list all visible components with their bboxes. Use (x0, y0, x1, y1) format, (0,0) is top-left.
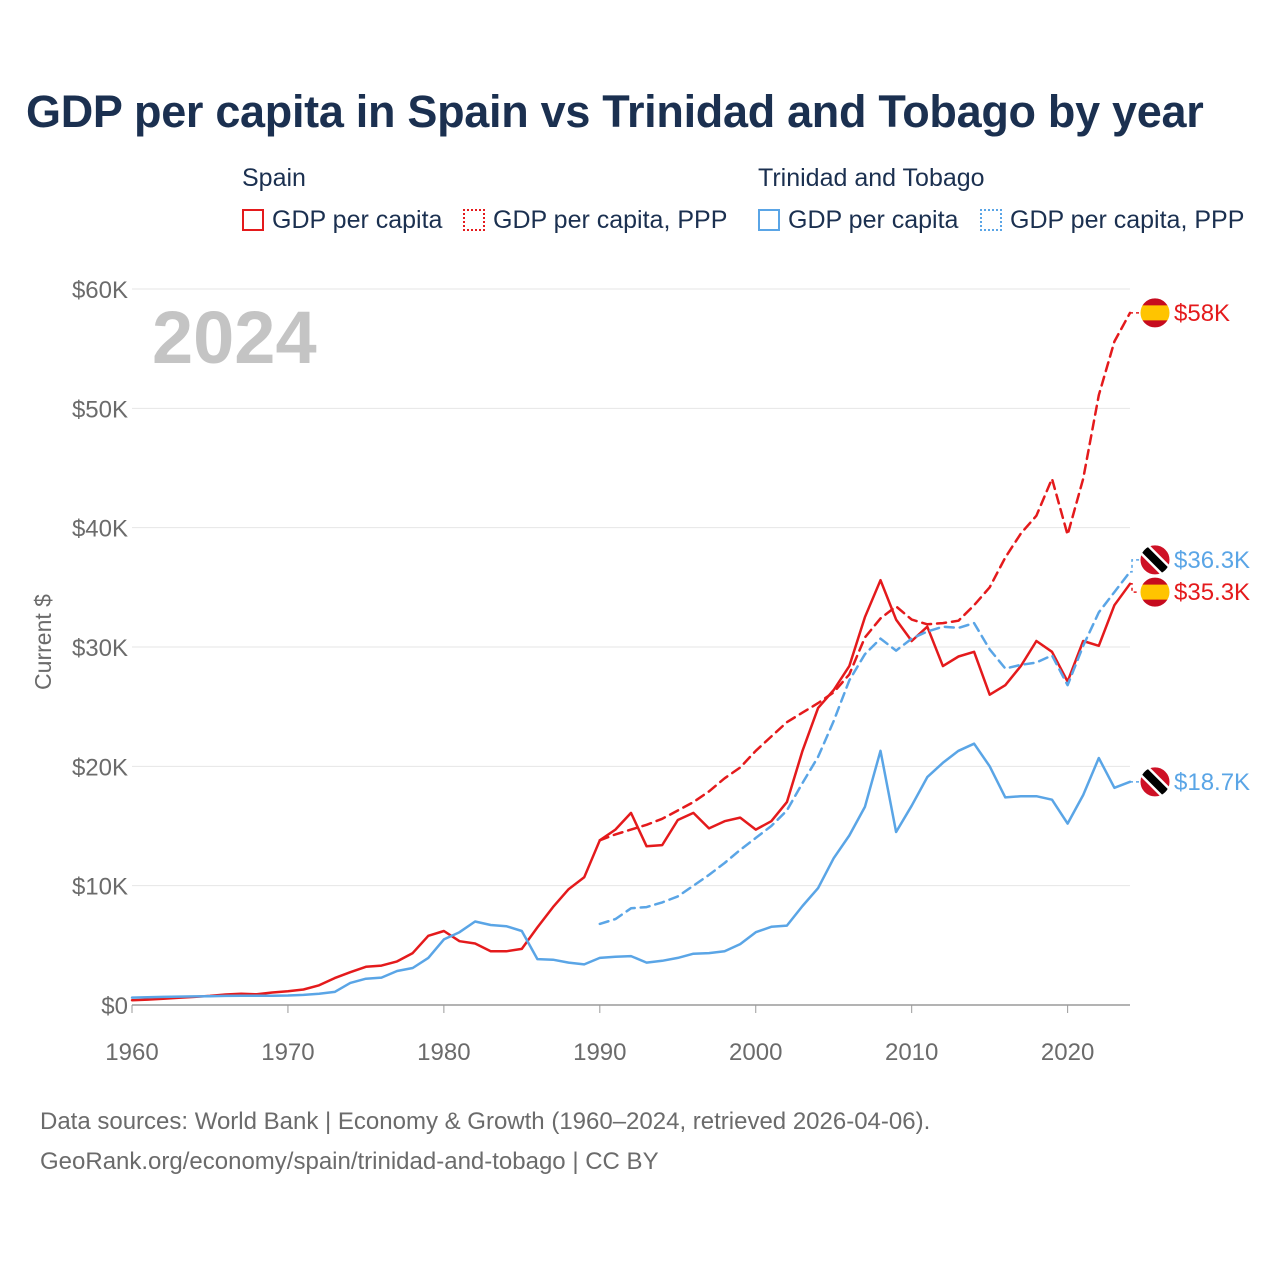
x-tick-label: 1960 (105, 1039, 158, 1066)
end-value-label: $35.3K (1174, 579, 1250, 606)
flag-ring (1139, 297, 1171, 329)
legend-item-spain-gdp[interactable]: GDP per capita (242, 204, 442, 236)
y-tick-label: $30K (72, 635, 128, 662)
legend-label: GDP per capita, PPP (493, 205, 728, 234)
legend-item-tt-ppp[interactable]: GDP per capita, PPP (980, 204, 1244, 236)
end-marker: $58K (1130, 297, 1230, 329)
end-marker: $18.7K (1130, 766, 1250, 798)
y-tick-label: $10K (72, 874, 128, 901)
legend-swatch-solid-icon (758, 209, 780, 231)
end-value-label: $36.3K (1174, 547, 1250, 574)
footer-sources: Data sources: World Bank | Economy & Gro… (40, 1108, 931, 1135)
y-tick-label: $20K (72, 754, 128, 781)
x-tick-label: 1980 (417, 1039, 470, 1066)
x-tick-label: 1970 (261, 1039, 314, 1066)
tt-flag-icon (1140, 766, 1170, 797)
flag-ring (1139, 544, 1171, 576)
y-tick-label: $50K (72, 396, 128, 423)
end-marker: $36.3K (1130, 544, 1250, 576)
flag-ring (1139, 766, 1171, 798)
series-line-spain-gdp-per-capita (130, 578, 1132, 1002)
series-lines (130, 311, 1132, 1002)
spain-flag-icon (1140, 577, 1170, 608)
end-marker-connector (1130, 559, 1140, 573)
legend-group-spain: Spain (242, 164, 306, 192)
legend-swatch-solid-icon (242, 209, 264, 231)
end-markers: $58K $36.3K $35.3K $18.7K (1130, 297, 1250, 798)
series-line-trinidad-and-tobago-gdp-per-capita (130, 742, 1132, 999)
spain-flag-icon (1140, 297, 1170, 328)
year-watermark: 2024 (152, 296, 317, 379)
end-value-label: $58K (1174, 300, 1230, 327)
grid (132, 288, 1130, 1006)
y-axis-label: Current $ (30, 594, 56, 690)
end-marker: $35.3K (1130, 576, 1250, 608)
legend-item-tt-gdp[interactable]: GDP per capita (758, 204, 958, 236)
series-line-spain-gdp-per-capita-ppp (598, 311, 1132, 842)
x-tick-label: 1990 (573, 1039, 626, 1066)
legend-item-spain-ppp[interactable]: GDP per capita, PPP (463, 204, 727, 236)
y-tick-label: $0 (101, 993, 128, 1020)
y-tick-label: $40K (72, 516, 128, 543)
end-marker-connector (1130, 583, 1140, 593)
flag-ring (1139, 576, 1171, 608)
y-axis: $0 $10K $20K $30K $40K $50K $60K (72, 277, 128, 1020)
y-tick-label: $60K (72, 277, 128, 304)
legend-group-trinidad: Trinidad and Tobago (758, 164, 985, 192)
x-axis: 1960 1970 1980 1990 2000 2010 2020 (105, 1005, 1094, 1066)
chart-title: GDP per capita in Spain vs Trinidad and … (26, 86, 1204, 137)
x-tick-label: 2000 (729, 1039, 782, 1066)
legend-label: GDP per capita (272, 205, 443, 234)
x-tick-label: 2010 (885, 1039, 938, 1066)
end-value-label: $18.7K (1174, 769, 1250, 796)
legend-swatch-dotted-icon (463, 209, 485, 231)
legend-swatch-dotted-icon (980, 209, 1002, 231)
legend-label: GDP per capita, PPP (1010, 205, 1245, 234)
series-line-trinidad-and-tobago-gdp-per-capita-ppp (598, 570, 1132, 926)
tt-flag-icon (1140, 544, 1170, 575)
legend-label: GDP per capita (788, 205, 959, 234)
footer-link[interactable]: GeoRank.org/economy/spain/trinidad-and-t… (40, 1148, 659, 1175)
x-tick-label: 2020 (1041, 1039, 1094, 1066)
